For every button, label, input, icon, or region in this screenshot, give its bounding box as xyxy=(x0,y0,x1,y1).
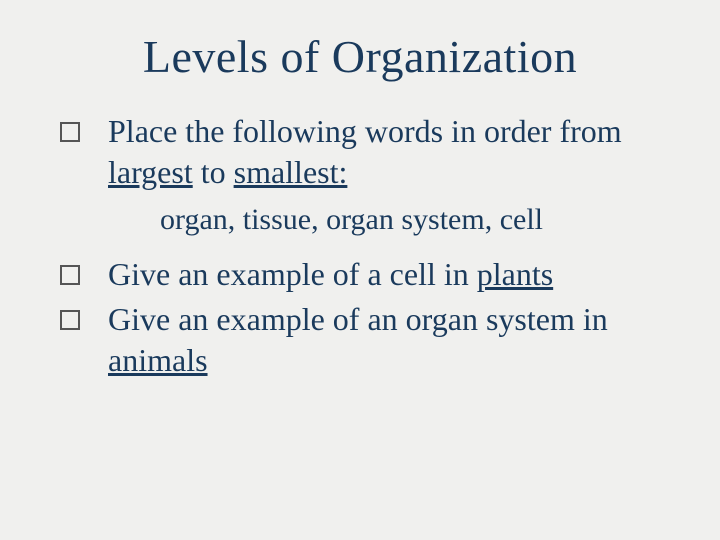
bullet1-underline-2: smallest: xyxy=(234,154,348,190)
bullet1-mid: to xyxy=(193,154,234,190)
bullet1-prefix: Place the following words in order from xyxy=(108,113,622,149)
bullet1-underline-1: largest xyxy=(108,154,193,190)
bullet-text-2: Give an example of a cell in plants xyxy=(108,254,670,295)
bullet3-prefix: Give an example of an organ system in xyxy=(108,301,608,337)
slide-title: Levels of Organization xyxy=(50,30,670,83)
bullet2-underline-1: plants xyxy=(477,256,553,292)
bullet-list: Place the following words in order from … xyxy=(50,111,670,381)
checkbox-bullet-icon xyxy=(60,310,80,330)
bullet-item-2: Give an example of a cell in plants xyxy=(60,254,670,295)
checkbox-bullet-icon xyxy=(60,122,80,142)
bullet2-prefix: Give an example of a cell in xyxy=(108,256,477,292)
bullet-text-3: Give an example of an organ system in an… xyxy=(108,299,670,381)
sub-bullet-1: organ, tissue, organ system, cell xyxy=(160,201,670,239)
bullet3-underline-1: animals xyxy=(108,342,208,378)
slide: Levels of Organization Place the followi… xyxy=(0,0,720,540)
bullet-item-1: Place the following words in order from … xyxy=(60,111,670,193)
bullet-item-3: Give an example of an organ system in an… xyxy=(60,299,670,381)
checkbox-bullet-icon xyxy=(60,265,80,285)
bullet-text-1: Place the following words in order from … xyxy=(108,111,670,193)
